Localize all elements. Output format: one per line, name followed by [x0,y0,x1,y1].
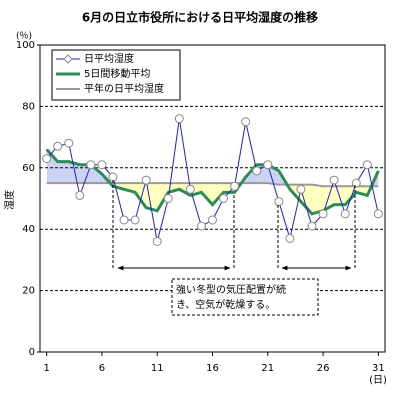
point [263,160,273,170]
point [252,166,262,176]
y-tick-label: 40 [22,224,35,235]
point [119,215,129,225]
point [53,141,63,151]
x-tick-label: 16 [206,363,219,374]
point [340,209,350,219]
point [230,181,240,191]
x-tick-label: 6 [99,363,105,374]
point [318,209,328,219]
y-tick-label: 60 [22,163,35,174]
x-tick-label: 21 [261,363,274,374]
y-tick-label: 80 [22,101,35,112]
x-tick-label: 31 [372,363,385,374]
legend-marker [63,54,73,64]
legend-box [51,49,181,101]
point [141,175,151,185]
y-tick-label: 0 [29,347,35,358]
fill-below [46,183,379,214]
point [108,172,118,182]
annotation-box [171,278,319,316]
chart-title: 6月の日立市役所における日平均湿度の推移 [82,10,318,25]
series-line [46,182,379,188]
y-unit: (％) [16,31,32,42]
point [185,184,195,194]
point [86,160,96,170]
x-tick-label: 26 [317,363,330,374]
point [42,154,52,164]
annotation-text: 強い冬型の気圧配置が続 [176,283,286,296]
point [64,138,74,148]
point [130,215,140,225]
point [75,190,85,200]
point [196,221,206,231]
y-tick-label: 100 [16,40,35,51]
y-tick-label: 20 [22,286,35,297]
annotation-text: き、空気が乾燥する。 [176,298,275,311]
legend-label: 平年の日平均湿度 [84,82,164,95]
point [296,184,306,194]
point [274,197,284,207]
point [219,194,229,203]
x-unit: (日) [369,375,387,386]
point [373,209,383,219]
point [97,160,107,170]
point [362,160,372,170]
point [174,114,184,124]
x-tick-label: 11 [151,363,164,374]
point [351,178,361,188]
y-label: 湿度 [3,190,16,210]
point [307,221,317,231]
legend-label: 5日間移動平均 [84,67,150,80]
point [241,117,251,127]
point [152,236,162,246]
annotation [112,180,356,316]
point [163,194,173,203]
plot-frame [39,44,386,353]
point [285,233,295,243]
point [329,175,339,185]
legend-label: 日平均湿度 [84,52,134,65]
point [208,215,217,225]
x-tick-label: 1 [43,363,49,374]
